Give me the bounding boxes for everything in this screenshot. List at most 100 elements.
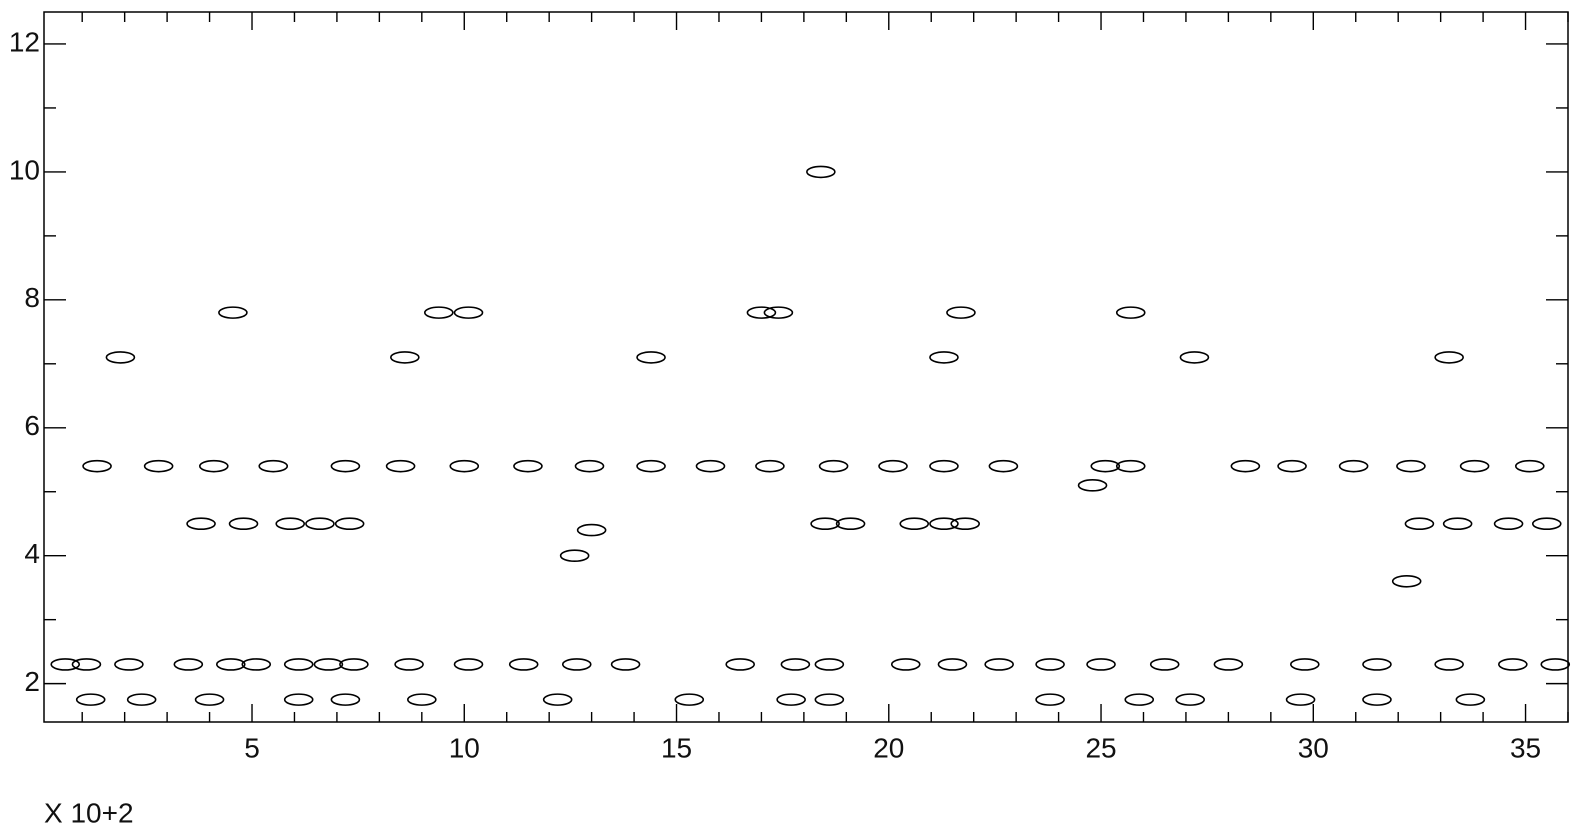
x-tick-label: 10 [449, 732, 480, 763]
y-tick-label: 8 [24, 282, 40, 313]
contour-peak [755, 459, 785, 473]
contour-peak [929, 459, 959, 473]
contour-peak [674, 693, 705, 706]
contour-peak [186, 517, 216, 531]
contour-peak [1277, 459, 1307, 473]
contour-peak [453, 658, 484, 671]
contour-peak [725, 658, 756, 671]
contour-peak [194, 693, 225, 706]
contour-peak [984, 658, 1014, 671]
contour-peak [610, 658, 641, 671]
contour-peak [215, 658, 246, 671]
contour-peak [390, 351, 420, 364]
contour-peak [1442, 517, 1473, 531]
contour-peak [1493, 517, 1524, 531]
contour-peak [746, 306, 777, 319]
contour-peak [114, 658, 144, 671]
contour-peak [542, 693, 573, 706]
contour-peak [1540, 658, 1571, 671]
contour-peak [946, 306, 976, 319]
contour-peak [1514, 459, 1545, 473]
contour-peak [1455, 693, 1486, 706]
contour-peak [1362, 658, 1392, 671]
x-tick-label: 35 [1510, 732, 1541, 763]
contour-peak [258, 459, 289, 473]
contour-peak [1404, 517, 1435, 531]
y-tick-label: 12 [9, 26, 40, 57]
contour-peak [218, 306, 248, 319]
contour-peak [929, 351, 959, 364]
x-multiplier: X 10+2 [44, 797, 134, 828]
contour-peak [695, 459, 726, 473]
x-tick-label: 5 [244, 732, 260, 763]
contour-peak [407, 693, 437, 706]
contour-peak [228, 517, 259, 531]
contour-peak [1149, 658, 1180, 671]
contour-peak [305, 517, 335, 531]
contour-peak [82, 459, 112, 473]
contour-peak [313, 658, 344, 671]
contour-peak [1362, 693, 1392, 706]
contour-peak [1434, 351, 1464, 364]
contour-peak [330, 459, 361, 473]
contour-peak [1531, 517, 1562, 531]
contour-peak [283, 693, 314, 706]
contour-peak [126, 693, 157, 706]
x-tick-label: 30 [1298, 732, 1329, 763]
contour-peak [814, 658, 845, 671]
contour-peak [1290, 658, 1320, 671]
contour-peak [1434, 658, 1464, 671]
contour-peak [1090, 459, 1121, 473]
contour-peak [1086, 658, 1116, 671]
x-tick-label: 25 [1085, 732, 1116, 763]
contour-peak [1285, 693, 1316, 706]
contour-peak [806, 165, 836, 179]
contour-peak [1230, 459, 1261, 473]
contour-peak [1115, 459, 1146, 473]
contour-peak [1459, 459, 1490, 473]
contour-peak [776, 693, 806, 706]
contour-peak [890, 658, 921, 671]
contour-peak [105, 351, 136, 364]
contour-peak [508, 658, 539, 671]
contour-peak [814, 693, 845, 706]
contour-peak [173, 658, 204, 671]
contour-peak [199, 459, 229, 473]
contour-peak [937, 658, 968, 671]
contour-peak [576, 523, 607, 537]
contour-peak [513, 459, 543, 473]
contour-peak [1175, 693, 1205, 706]
contour-peak [339, 658, 369, 671]
contour-peak [763, 306, 794, 319]
contour-peak [899, 517, 930, 531]
contour-peak [143, 459, 174, 473]
contour-peak [394, 658, 424, 671]
contour-peak [1077, 479, 1108, 492]
contour-peak [1035, 658, 1065, 671]
contour-peak [283, 658, 314, 671]
contour-peak [810, 517, 840, 531]
contour-peak [561, 658, 592, 671]
contour-peak [275, 517, 306, 531]
contour-peak [559, 549, 590, 562]
contour-peak [988, 459, 1019, 473]
contour-peak [1115, 306, 1146, 319]
y-tick-label: 4 [24, 538, 40, 569]
contour-peak [423, 306, 454, 319]
contour-peak [818, 459, 849, 473]
contour-peak [385, 459, 416, 473]
contour-peak [449, 459, 480, 473]
plot-frame [43, 11, 1569, 723]
contour-peak [1213, 658, 1244, 671]
contour-peak [636, 351, 666, 364]
contour-peak [574, 459, 605, 473]
contour-peak [1391, 574, 1422, 588]
contour-peak [50, 658, 81, 671]
contour-peak [71, 658, 102, 671]
contour-peak [453, 306, 484, 319]
y-tick-label: 2 [24, 666, 40, 697]
contour-peak [636, 459, 666, 473]
y-tick-label: 6 [24, 410, 40, 441]
